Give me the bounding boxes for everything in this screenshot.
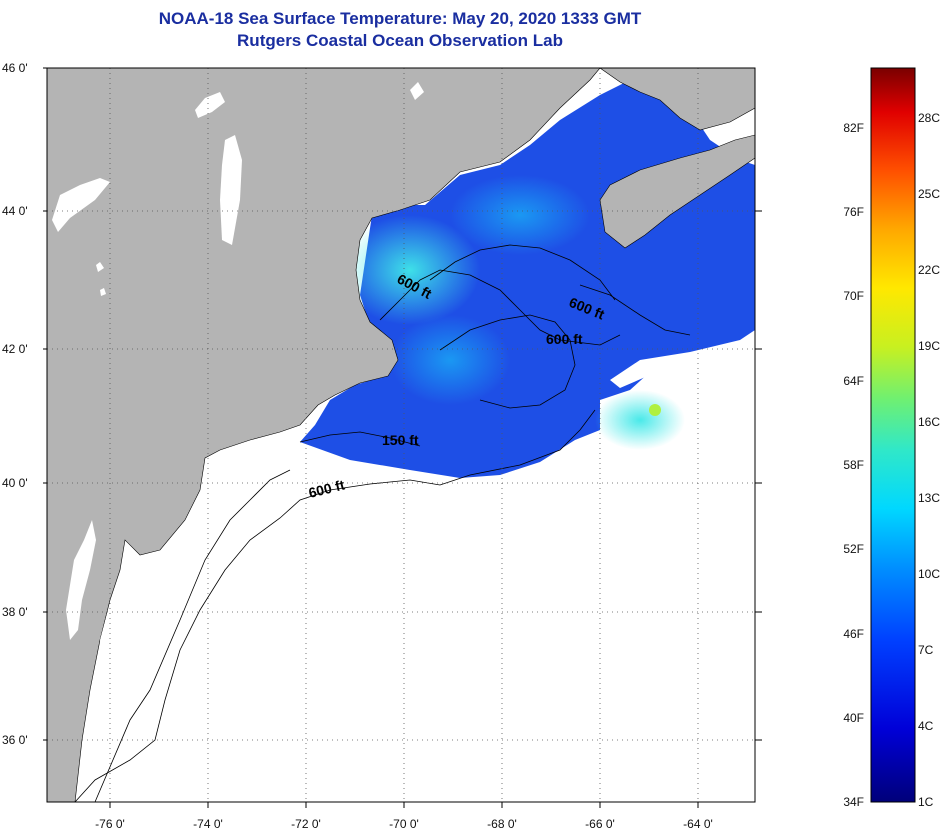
- scale-label-22c: 22C: [918, 263, 940, 277]
- contour-gulf-of-maine-2: [429, 244, 616, 301]
- map-panel: 600 ft 600 ft 600 ft 150 ft 600 ft: [47, 68, 755, 802]
- scale-label-46f: 46F: [843, 627, 864, 641]
- color-scale: 82F 76F 70F 64F 58F 52F 46F 40F 34F 28C …: [843, 67, 940, 809]
- lat-label-46: 46 0': [2, 61, 28, 75]
- cloud-gap: [610, 330, 755, 388]
- lon-label-72: -72 0': [291, 817, 321, 831]
- scale-label-40f: 40F: [843, 711, 864, 725]
- scale-label-25c: 25C: [918, 187, 940, 201]
- lake-2: [410, 82, 424, 100]
- color-scale-bar: [870, 67, 916, 803]
- scale-label-76f: 76F: [843, 205, 864, 219]
- lon-label-66: -66 0': [585, 817, 615, 831]
- mid-water-patch-south: [390, 315, 510, 405]
- lon-label-74: -74 0': [193, 817, 223, 831]
- map-frame: [46, 67, 756, 803]
- contour-browns-bank: [579, 284, 691, 336]
- scale-label-70f: 70F: [843, 289, 864, 303]
- lake-3: [96, 262, 104, 272]
- scale-label-19c: 19C: [918, 339, 940, 353]
- scale-label-1c: 1C: [918, 795, 934, 809]
- delaware-bay-inlet: [100, 580, 118, 660]
- contour-georges-bank: [439, 314, 576, 409]
- mid-water-patch-north: [450, 175, 590, 255]
- land-mainland-us: [47, 68, 601, 802]
- scale-label-64f: 64F: [843, 374, 864, 388]
- longitude-labels: -76 0' -74 0' -72 0' -70 0' -68 0' -66 0…: [95, 817, 713, 831]
- inland-water: [52, 82, 424, 660]
- lon-label-68: -68 0': [487, 817, 517, 831]
- celsius-labels: 28C 25C 22C 19C 16C 13C 10C 7C 4C 1C: [918, 111, 940, 809]
- scale-label-82f: 82F: [843, 121, 864, 135]
- land: [47, 68, 755, 802]
- scale-label-34f: 34F: [843, 795, 864, 809]
- land-canada-north: [599, 68, 755, 131]
- scale-label-10c: 10C: [918, 567, 940, 581]
- contour-600ft-shelf: [74, 409, 596, 802]
- lat-label-36: 36 0': [2, 733, 28, 747]
- scale-label-52f: 52F: [843, 542, 864, 556]
- contour-inner-shelf: [94, 469, 291, 802]
- lon-label-64: -64 0': [683, 817, 713, 831]
- scale-label-13c: 13C: [918, 491, 940, 505]
- bathymetry-contours: [74, 244, 691, 802]
- map-title: NOAA-18 Sea Surface Temperature: May 20,…: [158, 9, 642, 28]
- lat-gridlines: [47, 210, 755, 741]
- lat-label-40: 40 0': [2, 476, 28, 490]
- title-block: NOAA-18 Sea Surface Temperature: May 20,…: [0, 8, 800, 52]
- warm-water-patch-east: [595, 390, 685, 450]
- lon-label-76: -76 0': [95, 817, 125, 831]
- lon-label-70: -70 0': [389, 817, 419, 831]
- map-ticks: [43, 67, 762, 808]
- contour-label-150ft: 150 ft: [382, 432, 419, 448]
- scale-label-7c: 7C: [918, 643, 934, 657]
- chesapeake-bay: [66, 520, 96, 640]
- warm-spot: [649, 404, 661, 416]
- contour-gulf-of-maine-1: [379, 269, 621, 346]
- lake-ontario: [52, 178, 110, 232]
- fahrenheit-labels: 82F 76F 70F 64F 58F 52F 46F 40F 34F: [843, 121, 864, 809]
- lat-label-38: 38 0': [2, 605, 28, 619]
- land-nova-scotia: [599, 134, 755, 249]
- lake-1: [195, 92, 225, 118]
- contour-150ft: [299, 431, 421, 447]
- scale-label-4c: 4C: [918, 719, 934, 733]
- lat-label-42: 42 0': [2, 342, 28, 356]
- lake-4: [100, 288, 106, 296]
- scale-label-58f: 58F: [843, 458, 864, 472]
- latitude-labels: 46 0' 44 0' 42 0' 40 0' 38 0' 36 0': [2, 61, 28, 747]
- contour-label-600ft-georges: 600 ft: [546, 331, 583, 347]
- warm-water-patch: [340, 215, 480, 325]
- lake-champlain: [220, 135, 242, 245]
- map-subtitle: Rutgers Coastal Ocean Observation Lab: [237, 31, 563, 50]
- scale-label-16c: 16C: [918, 415, 940, 429]
- lat-label-44: 44 0': [2, 204, 28, 218]
- scale-label-28c: 28C: [918, 111, 940, 125]
